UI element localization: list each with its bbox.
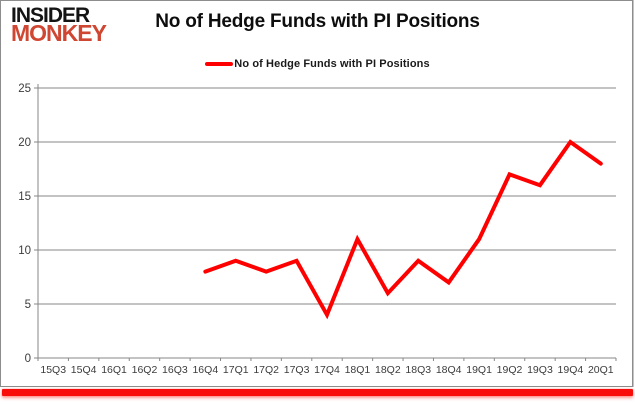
y-tick-label: 0 — [25, 353, 31, 365]
x-tick-label: 19Q4 — [558, 364, 584, 376]
bottom-red-bar — [2, 389, 633, 396]
x-tick-label: 17Q1 — [223, 364, 249, 376]
x-tick-label: 17Q2 — [253, 364, 279, 376]
x-tick-label: 16Q2 — [132, 364, 158, 376]
x-tick-label: 17Q4 — [314, 364, 340, 376]
y-tick-label: 25 — [18, 83, 31, 95]
legend-line-swatch — [205, 62, 234, 66]
y-tick-label: 5 — [25, 299, 31, 311]
x-tick-label: 16Q4 — [192, 364, 218, 376]
x-tick-label: 18Q1 — [345, 364, 371, 376]
x-tick-label: 15Q4 — [71, 364, 97, 376]
x-tick-label: 16Q3 — [162, 364, 188, 376]
x-tick-label: 17Q3 — [284, 364, 310, 376]
x-tick-label: 18Q4 — [436, 364, 462, 376]
insider-monkey-logo: INSIDER MONKEY — [11, 4, 107, 46]
series-line — [203, 139, 603, 320]
x-tick-label: 19Q1 — [466, 364, 492, 376]
y-tick-label: 15 — [18, 191, 31, 203]
chart-title: No of Hedge Funds with PI Positions — [155, 11, 480, 32]
x-tick-label: 16Q1 — [101, 364, 127, 376]
x-tick-label: 20Q1 — [588, 364, 614, 376]
y-tick-label: 10 — [18, 245, 31, 257]
x-tick-label: 19Q2 — [497, 364, 523, 376]
y-tick-label: 20 — [18, 137, 31, 149]
chart-legend: No of Hedge Funds with PI Positions — [0, 57, 635, 71]
x-tick-label: 18Q3 — [405, 364, 431, 376]
logo-text-monkey: MONKEY — [11, 20, 107, 46]
x-tick-label: 15Q3 — [40, 364, 66, 376]
legend-label: No of Hedge Funds with PI Positions — [234, 58, 430, 70]
x-tick-label: 19Q3 — [527, 364, 553, 376]
x-tick-label: 18Q2 — [375, 364, 401, 376]
logo-text-insider: INSIDER — [11, 4, 90, 27]
card-frame — [0, 0, 633, 387]
